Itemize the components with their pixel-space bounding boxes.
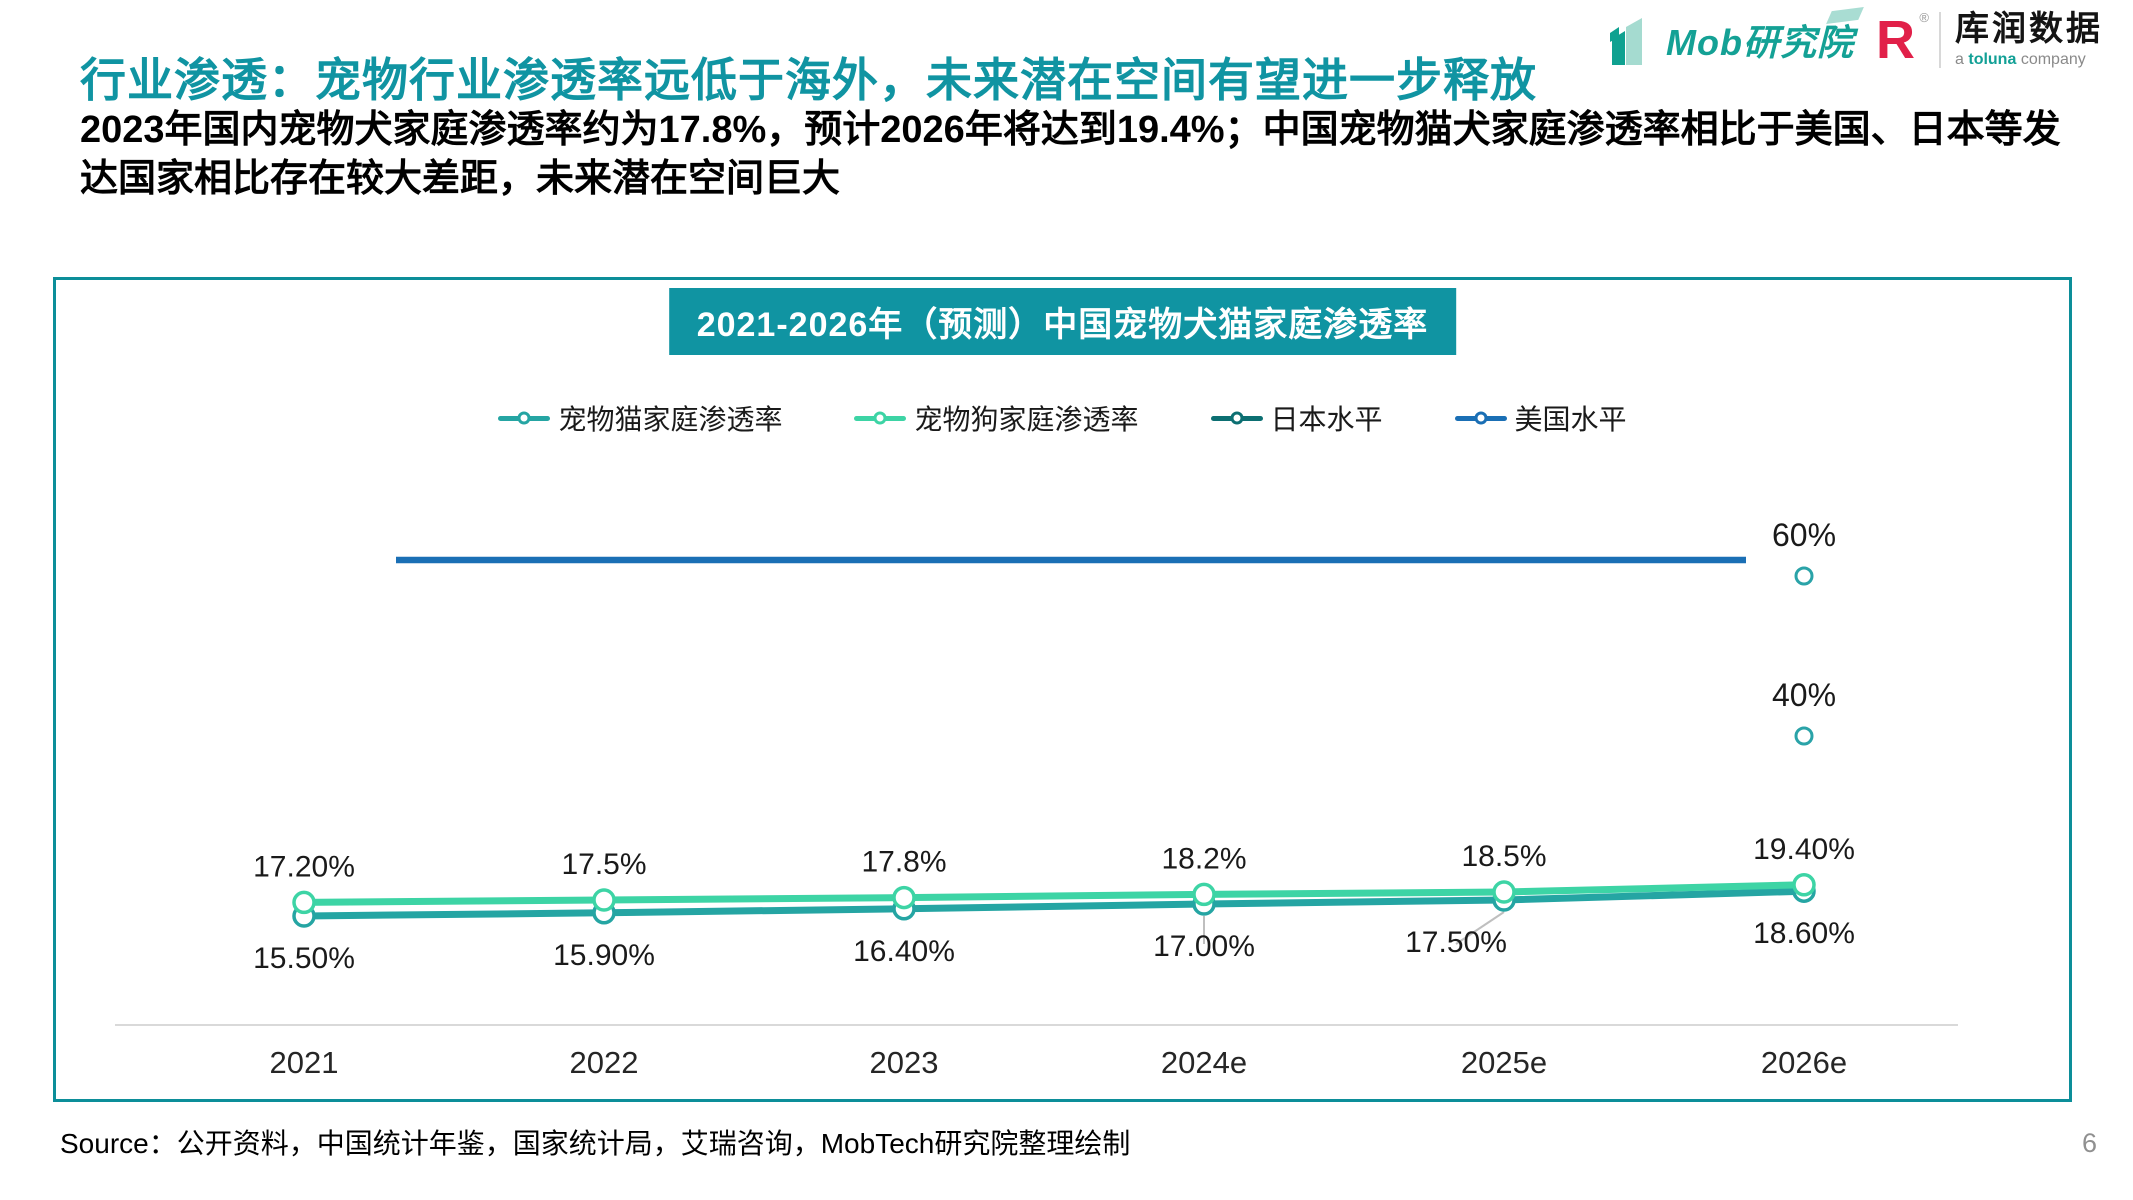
dog-series-line <box>303 881 1805 906</box>
tagline-a: a <box>1955 50 1964 68</box>
chart-title-banner: 2021-2026年（预测）中国宠物犬猫家庭渗透率 <box>668 288 1457 355</box>
label-leader-line <box>1455 911 1505 945</box>
legend-label-japan: 日本水平 <box>1270 404 1383 435</box>
cat-data-label: 17.50% <box>1405 926 1507 959</box>
mob-logo-text: Mob研究院 <box>1666 22 1854 63</box>
x-tick-label: 2025e <box>1461 1045 1547 1080</box>
legend-item-dog: 宠物狗家庭渗透率 <box>854 398 1139 438</box>
x-tick-label: 2021 <box>270 1045 339 1080</box>
tagline-brand: toluna <box>1968 50 2017 68</box>
legend-marker-japan <box>1210 411 1263 425</box>
mob-building-icon <box>1610 18 1643 65</box>
cat-data-label: 18.60% <box>1753 917 1855 950</box>
dog-data-label: 19.40% <box>1753 833 1855 866</box>
legend-label-us: 美国水平 <box>1514 404 1627 435</box>
legend-label-dog: 宠物狗家庭渗透率 <box>914 404 1139 435</box>
page-title: 行业渗透：宠物行业渗透率远低于海外，未来潜在空间有望进一步释放 <box>80 54 1537 106</box>
mob-logo: Mob研究院 <box>1606 6 1864 67</box>
legend-dot-dog <box>873 411 887 425</box>
dog-point-marker <box>1492 880 1516 904</box>
toluna-tagline: a toluna company <box>1955 51 2103 69</box>
dog-point-marker <box>592 888 616 912</box>
dog-data-label: 18.2% <box>1161 842 1246 875</box>
legend-item-us: 美国水平 <box>1454 398 1627 438</box>
kurun-r-icon: R ® <box>1876 9 1929 70</box>
x-tick-label: 2024e <box>1161 1045 1247 1080</box>
legend-marker-cat <box>498 411 551 425</box>
dog-point-marker <box>892 885 916 910</box>
x-tick-label: 2026e <box>1761 1045 1847 1080</box>
japan-reference-label: 40% <box>1772 677 1836 713</box>
logo-group: Mob研究院 R ® 库润数据 a toluna company <box>1606 6 2103 72</box>
page-subtitle: 2023年国内宠物犬家庭渗透率约为17.8%，预计2026年将达到19.4%；中… <box>80 109 2061 201</box>
x-tick-label: 2023 <box>870 1045 939 1080</box>
registered-mark: ® <box>1919 9 1929 25</box>
tagline-company: company <box>2020 50 2086 68</box>
legend-marker-us <box>1454 411 1507 425</box>
legend-item-japan: 日本水平 <box>1210 398 1383 438</box>
legend-marker-dog <box>854 411 907 425</box>
cat-data-label: 17.00% <box>1153 930 1255 963</box>
legend-dot-us <box>1474 411 1488 425</box>
cat-data-label: 16.40% <box>853 935 955 968</box>
dog-data-label: 17.8% <box>861 846 946 879</box>
chart-panel: 2021-2026年（预测）中国宠物犬猫家庭渗透率 宠物猫家庭渗透率 宠物狗家庭渗… <box>53 277 2072 1102</box>
japan-end-marker <box>1794 726 1814 746</box>
us-end-marker <box>1794 566 1814 586</box>
dog-point-marker <box>1792 873 1816 897</box>
legend-label-cat: 宠物猫家庭渗透率 <box>558 404 783 435</box>
legend-item-cat: 宠物猫家庭渗透率 <box>498 398 782 438</box>
kurun-logo: R ® 库润数据 a toluna company <box>1876 9 2103 70</box>
x-tick-label: 2022 <box>570 1045 639 1080</box>
page-number: 6 <box>2081 1128 2097 1158</box>
cat-data-label: 15.90% <box>553 939 655 972</box>
source-note: Source：公开资料，中国统计年鉴，国家统计局，艾瑞咨询，MobTech研究院… <box>60 1128 1131 1159</box>
dog-data-label: 17.20% <box>253 850 355 883</box>
dog-point-marker <box>292 890 316 915</box>
dog-point-marker <box>1192 882 1216 907</box>
cat-data-label: 15.50% <box>253 942 355 975</box>
kurun-text-block: 库润数据 a toluna company <box>1955 10 2103 69</box>
kurun-logo-text: 库润数据 <box>1955 10 2103 49</box>
legend-dot-japan <box>1230 411 1243 425</box>
us-reference-label: 60% <box>1772 517 1836 553</box>
chart-legend: 宠物猫家庭渗透率 宠物狗家庭渗透率 日本水平 美国水平 <box>56 398 2069 438</box>
chart-plot-area: 2021 2022 2023 2024e 2025e 2026e 40% 60% 15.50% 1… <box>115 517 1958 1080</box>
logo-divider <box>1939 11 1941 68</box>
legend-dot-cat <box>517 411 531 425</box>
cat-series-line <box>303 887 1805 920</box>
graduation-cap-icon <box>1826 6 1864 25</box>
dog-data-label: 17.5% <box>561 848 646 881</box>
dog-data-label: 18.5% <box>1461 840 1546 873</box>
